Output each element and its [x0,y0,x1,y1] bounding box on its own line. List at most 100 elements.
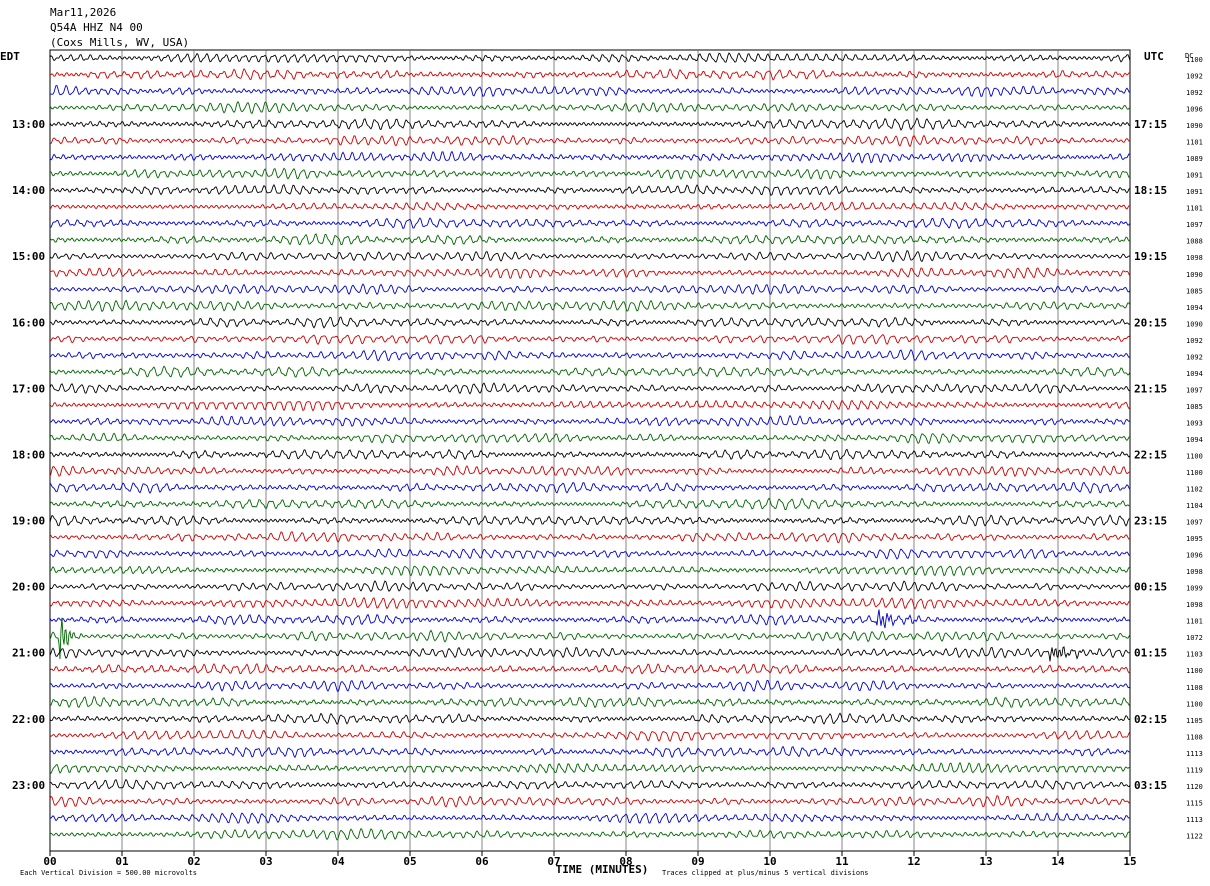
dc-value-label: 1113 [1186,816,1203,824]
dc-value-label: 1104 [1186,502,1203,510]
dc-value-label: 1092 [1186,353,1203,361]
seismic-trace [49,267,1131,279]
dc-value-label: 1094 [1186,304,1203,312]
dc-value-label: 1098 [1186,601,1203,609]
seismic-trace [49,233,1131,246]
dc-value-label: 1098 [1186,254,1203,262]
dc-value-label: 1095 [1186,535,1203,543]
x-tick-label: 07 [547,855,560,868]
dc-value-label: 1093 [1186,419,1203,427]
dc-value-label: 1098 [1186,568,1203,576]
seismic-trace [49,497,1131,510]
right-timezone-label: UTC [1144,50,1164,63]
plot-frame [49,49,1131,852]
dc-value-label: 1101 [1186,139,1203,147]
seismic-trace [49,761,1131,775]
right-hour-label: 02:15 [1134,713,1167,726]
seismic-trace [49,812,1131,825]
x-tick-label: 02 [187,855,200,868]
seismic-trace [49,414,1131,427]
seismic-trace [49,547,1131,560]
right-hour-label: 03:15 [1134,779,1167,792]
left-hour-label: 13:00 [12,118,45,131]
left-timezone-label: EDT [0,50,20,63]
dc-value-label: 1100 [1186,700,1203,708]
dc-value-label: 1122 [1186,832,1203,840]
seismic-trace [49,530,1131,544]
right-hour-label: 00:15 [1134,581,1167,594]
seismic-trace [49,827,1131,841]
seismic-trace [49,464,1131,478]
dc-value-label: 1097 [1186,221,1203,229]
x-tick-label: 03 [259,855,272,868]
seismic-trace [49,609,1131,629]
dc-value-label: 1101 [1186,618,1203,626]
seismic-trace [49,100,1131,115]
x-tick-label: 10 [763,855,776,868]
dc-value-label: 1088 [1186,238,1203,246]
dc-value-label: 1108 [1186,733,1203,741]
x-tick-label: 05 [403,855,416,868]
seismic-trace [49,201,1131,211]
seismic-trace [49,432,1131,445]
footer-clip-note: Traces clipped at plus/minus 5 vertical … [662,869,869,877]
seismic-trace [49,283,1131,296]
left-hour-label: 20:00 [12,581,45,594]
seismic-trace [49,250,1131,263]
dc-value-label: 1091 [1186,188,1203,196]
seismic-trace [49,134,1131,148]
dc-value-label: 1097 [1186,519,1203,527]
seismic-trace [49,299,1131,313]
seismic-trace [49,150,1131,164]
dc-value-label: 1103 [1186,651,1203,659]
x-tick-label: 00 [43,855,56,868]
dc-value-label: 1072 [1186,634,1203,642]
seismic-trace [49,184,1131,197]
dc-value-label: 1119 [1186,766,1203,774]
x-tick-label: 14 [1051,855,1065,868]
seismic-trace [49,662,1131,675]
seismic-trace [49,596,1131,610]
seismic-trace [49,481,1131,494]
dc-value-label: 1113 [1186,750,1203,758]
seismic-trace [49,167,1131,180]
seismic-trace [49,217,1131,230]
x-tick-label: 06 [475,855,489,868]
x-tick-label: 04 [331,855,345,868]
seismic-trace [49,316,1131,329]
seismic-trace [49,695,1131,709]
x-axis-label: TIME (MINUTES) [556,863,649,876]
x-tick-label: 13 [979,855,992,868]
right-hour-label: 20:15 [1134,316,1167,329]
dc-value-label: 1092 [1186,73,1203,81]
station-location: (Coxs Mills, WV, USA) [50,36,190,49]
right-hour-label: 19:15 [1134,250,1167,263]
left-hour-label: 14:00 [12,184,45,197]
seismic-trace [49,382,1131,395]
dc-value-label: 1092 [1186,89,1203,97]
seismic-trace [49,52,1131,64]
left-hour-label: 23:00 [12,779,45,792]
dc-value-label: 1115 [1186,799,1203,807]
dc-value-label: 1100 [1186,452,1203,460]
dc-value-label: 1089 [1186,155,1203,163]
footer-scale-note: Each Vertical Division = 500.00 microvol… [20,869,197,877]
dc-value-label: 1090 [1186,122,1203,130]
dc-value-label: 1108 [1186,684,1203,692]
x-tick-label: 09 [691,855,704,868]
seismic-trace [49,745,1131,759]
dc-value-label: 1100 [1186,469,1203,477]
dc-value-label: 1085 [1186,287,1203,295]
seismic-trace [49,795,1131,808]
x-tick-label: 12 [907,855,920,868]
right-hour-label: 17:15 [1134,118,1167,131]
right-hour-label: 01:15 [1134,647,1167,660]
dc-header-label: DC [1185,52,1193,60]
dc-value-label: 1096 [1186,106,1203,114]
left-hour-label: 15:00 [12,250,45,263]
seismic-trace [49,117,1131,131]
dc-value-label: 1091 [1186,172,1203,180]
seismic-trace [49,679,1131,693]
seismic-trace [49,448,1131,461]
left-hour-label: 22:00 [12,713,45,726]
